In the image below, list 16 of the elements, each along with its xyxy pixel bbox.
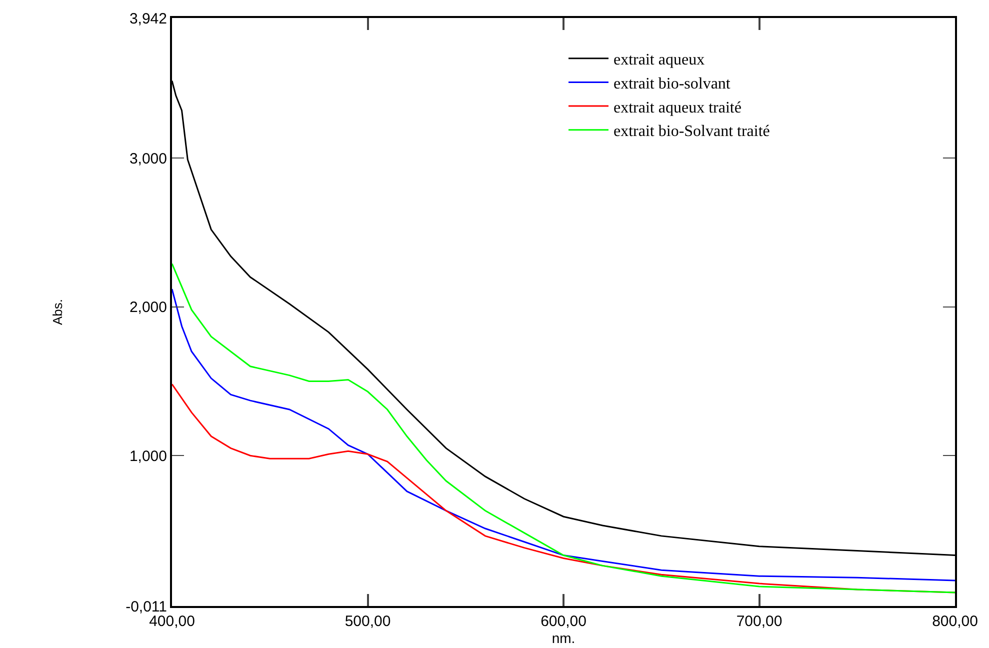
x-axis-title: nm. (552, 630, 576, 646)
y-tick-label: 3,000 (129, 150, 167, 168)
legend-label: extrait aqueux traité (614, 99, 742, 116)
x-tick-label: 600,00 (540, 613, 586, 630)
legend-label: extrait bio-Solvant traité (614, 123, 770, 140)
x-tick-label: 500,00 (344, 613, 391, 630)
y-tick-label: -0,011 (126, 598, 167, 616)
x-tick-label: 800,00 (932, 613, 978, 630)
legend-label: extrait aqueux (614, 52, 705, 69)
y-tick-label: 2,000 (129, 299, 167, 316)
y-axis-title: Abs. (50, 298, 66, 326)
x-tick-label: 400,00 (149, 613, 195, 630)
x-tick-label: 700,00 (736, 613, 782, 630)
y-tick-label: 1,000 (129, 448, 167, 465)
y-tick-label: 3,942 (129, 10, 167, 28)
legend-label: extrait bio-solvant (614, 75, 731, 92)
